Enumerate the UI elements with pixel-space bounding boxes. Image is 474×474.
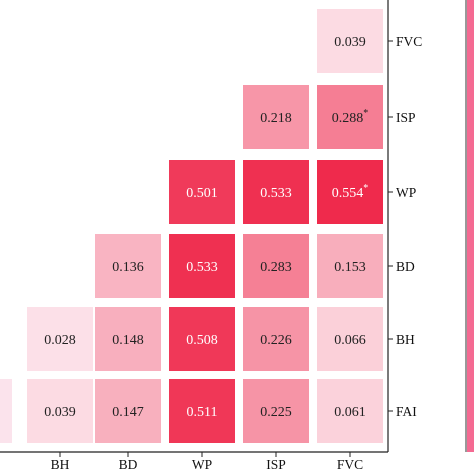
cell-value-label: 0.533 xyxy=(186,260,218,275)
y-tick-label: ISP xyxy=(396,110,416,125)
heatmap-cell xyxy=(95,234,161,298)
x-tick-label: ISP xyxy=(266,457,286,472)
heatmap-cell xyxy=(317,9,383,73)
heatmap-axes xyxy=(0,0,389,453)
cropped-cell-fragment xyxy=(0,379,12,443)
heatmap-cell xyxy=(27,379,93,443)
cell-value-label: 0.508 xyxy=(186,333,218,348)
x-tick-label: WP xyxy=(192,457,212,472)
cell-value-label: 0.147 xyxy=(112,405,144,420)
heatmap-cell xyxy=(317,379,383,443)
cell-value-label: 0.136 xyxy=(112,260,144,275)
y-tick-label: FVC xyxy=(396,34,422,49)
cell-value-label: 0.061 xyxy=(334,405,366,420)
cell-value-label: 0.218 xyxy=(260,111,292,126)
heatmap-cell xyxy=(27,307,93,371)
heatmap-cell xyxy=(317,85,383,149)
heatmap-cell xyxy=(317,234,383,298)
heatmap-cell xyxy=(243,85,309,149)
cell-value-label: 0.533 xyxy=(260,186,292,201)
cell-value-label: 0.039 xyxy=(44,405,76,420)
heatmap-ticks: BH BD WP ISP FVC FVC ISP WP BD BH FAI xyxy=(51,34,423,472)
heatmap-cell xyxy=(169,160,235,224)
cell-value-label: 0.225 xyxy=(260,405,292,420)
y-tick-label: BH xyxy=(396,332,415,347)
x-tick-label: FVC xyxy=(337,457,363,472)
cell-value-label: 0.288* xyxy=(332,108,369,126)
cell-value-label: 0.028 xyxy=(44,333,76,348)
heatmap-cells: 0.039 0.218 0.288* 0.501 0.533 0.554* 0.136 0.5… xyxy=(0,9,383,443)
heatmap-cell xyxy=(95,307,161,371)
heatmap-cell xyxy=(317,307,383,371)
heatmap-cell xyxy=(243,234,309,298)
heatmap-cell xyxy=(243,307,309,371)
heatmap-cell xyxy=(169,307,235,371)
cell-value-label: 0.501 xyxy=(186,186,218,201)
cell-value-label: 0.039 xyxy=(334,35,366,50)
cell-value-label: 0.226 xyxy=(260,333,292,348)
y-tick-label: FAI xyxy=(396,404,417,419)
colorbar-gradient xyxy=(467,0,474,452)
colorbar xyxy=(465,0,474,452)
significance-marker: * xyxy=(363,108,368,119)
heatmap-cell xyxy=(317,160,383,224)
significance-marker: * xyxy=(363,183,368,194)
cell-value-label: 0.511 xyxy=(187,405,218,420)
cell-value-label: 0.283 xyxy=(260,260,292,275)
heatmap-cell xyxy=(243,160,309,224)
x-tick-label: BD xyxy=(119,457,138,472)
y-tick-label: BD xyxy=(396,259,415,274)
heatmap-cell xyxy=(243,379,309,443)
x-tick-label: BH xyxy=(51,457,70,472)
cell-value-label: 0.066 xyxy=(334,333,366,348)
cell-value-label: 0.554* xyxy=(332,183,369,201)
heatmap-cell xyxy=(169,234,235,298)
y-tick-label: WP xyxy=(396,185,416,200)
cell-value-label: 0.153 xyxy=(334,260,366,275)
cell-value-label: 0.148 xyxy=(112,333,144,348)
heatmap-cell xyxy=(169,379,235,443)
heatmap-cell xyxy=(95,379,161,443)
